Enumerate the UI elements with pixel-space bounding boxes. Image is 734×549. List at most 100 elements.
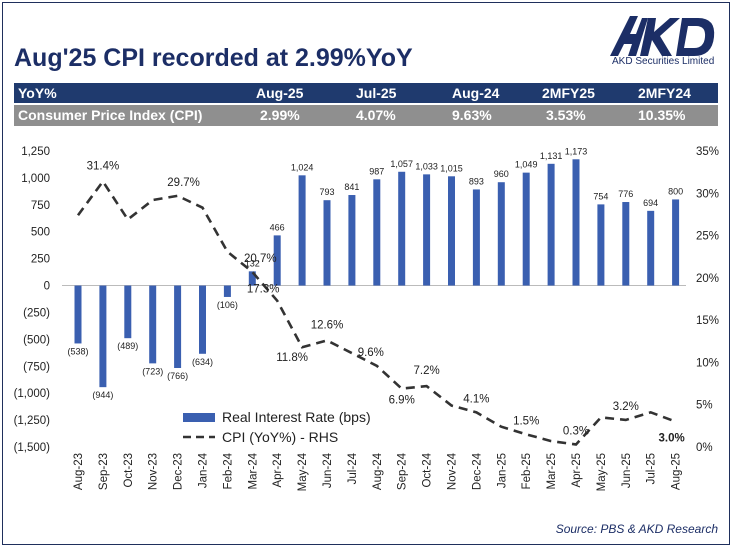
x-category-label: Aug-23 <box>73 453 85 490</box>
y-left-tick-label: (1,500) <box>14 442 51 454</box>
cpi-point-label: 3.0% <box>658 433 684 445</box>
legend-label-real-rate: Real Interest Rate (bps) <box>222 409 371 425</box>
legend-label-cpi: CPI (YoY%) - RHS <box>222 429 338 445</box>
y-right-tick-label: 25% <box>696 231 719 243</box>
bar-data-label: 694 <box>643 198 658 208</box>
table-header-cell: 2MFY24 <box>638 85 691 101</box>
cpi-point-label: 12.6% <box>311 319 344 331</box>
bar-data-label: 893 <box>469 176 484 186</box>
y-left-tick-label: 1,000 <box>21 173 50 185</box>
cpi-point-label: 1.5% <box>513 415 539 427</box>
bar-data-label: 793 <box>319 187 334 197</box>
y-left-tick-label: 250 <box>31 254 50 266</box>
bar-data-label: 1,015 <box>440 163 463 173</box>
real-rate-bar <box>174 285 182 368</box>
table-cell: 9.63% <box>452 107 492 123</box>
x-category-label: Dec-24 <box>471 452 483 490</box>
table-header-row: YoY% Aug-25 Jul-25 Aug-24 2MFY25 2MFY24 <box>14 83 718 103</box>
bar-data-label: (489) <box>117 341 138 351</box>
bar-data-label: 466 <box>270 222 285 232</box>
bar-data-label: 776 <box>618 189 633 199</box>
cpi-real-rate-chart: 1,250 1,000 750 500 250 0 (250) (500) (750) (1,00… <box>14 146 719 491</box>
table-data-row: Consumer Price Index (CPI) 2.99% 4.07% 9… <box>14 105 718 126</box>
cpi-point-label: 17.3% <box>247 284 280 296</box>
x-category-label: Feb-24 <box>222 452 234 489</box>
x-category-label: Sep-23 <box>98 453 110 490</box>
bar-data-label: 1,033 <box>415 161 438 171</box>
table-header-cell: Jul-25 <box>356 85 397 101</box>
bar-data-label: (944) <box>92 390 113 400</box>
real-rate-bar <box>448 176 455 286</box>
cpi-point-label: 31.4% <box>87 160 120 172</box>
cpi-point-label: 3.2% <box>613 401 639 413</box>
x-category-label: Mar-24 <box>247 452 259 489</box>
akd-logo-mark <box>610 16 715 56</box>
logo-subtitle: AKD Securities Limited <box>612 56 715 67</box>
real-rate-bar <box>124 285 132 339</box>
real-rate-bar <box>472 189 480 286</box>
real-rate-bar <box>373 179 381 286</box>
table-header-cell: 2MFY25 <box>542 85 595 101</box>
table-cell: 3.53% <box>546 107 586 123</box>
bar-data-label: 1,131 <box>540 151 563 161</box>
bar-data-label: 960 <box>494 169 509 179</box>
y-left-tick-label: 1,250 <box>21 146 50 158</box>
x-category-label: May-24 <box>297 452 309 491</box>
y-right-tick-label: 10% <box>696 357 719 369</box>
x-category-label: Jan-24 <box>198 452 210 488</box>
bar-data-label: 1,049 <box>515 160 538 170</box>
table-cell: 10.35% <box>638 107 686 123</box>
real-rate-bar <box>273 235 281 286</box>
real-rate-bar <box>74 285 82 344</box>
cpi-point-label: 29.7% <box>167 177 200 189</box>
table-cell: 4.07% <box>356 107 396 123</box>
y-right-tick-label: 30% <box>696 188 719 200</box>
real-rate-bar <box>423 174 431 286</box>
bar-data-label: 1,173 <box>565 146 588 156</box>
real-rate-bar <box>597 204 605 286</box>
real-rate-bar <box>99 285 107 388</box>
cpi-point-label: 6.9% <box>389 395 415 407</box>
x-category-label: Oct-23 <box>123 453 135 488</box>
cpi-point-label: 4.1% <box>463 393 489 405</box>
bar-data-label: (634) <box>192 357 213 367</box>
real-rate-bar <box>323 200 331 286</box>
x-category-label: Apr-25 <box>571 453 583 488</box>
y-left-tick-label: 750 <box>31 200 50 212</box>
source-note: Source: PBS & AKD Research <box>555 522 718 536</box>
table-header-cell: YoY% <box>18 85 57 101</box>
real-rate-bar <box>622 202 630 286</box>
real-rate-bar <box>497 182 505 286</box>
real-rate-bar <box>647 210 655 286</box>
y-left-tick-label: (500) <box>23 334 50 346</box>
x-category-label: Apr-24 <box>272 452 284 487</box>
y-right-tick-label: 5% <box>696 400 713 412</box>
real-rate-bar <box>348 195 356 286</box>
bar-data-label: 1,024 <box>291 162 314 172</box>
y-left-tick-label: (1,250) <box>14 415 51 427</box>
real-rate-bar <box>547 163 555 286</box>
real-rate-bar <box>672 199 680 286</box>
y-left-tick-label: (250) <box>23 307 50 319</box>
x-category-label: Nov-23 <box>148 453 160 490</box>
real-rate-bar <box>398 171 406 286</box>
x-category-label: Jan-25 <box>496 453 508 488</box>
x-category-label: Jul-25 <box>646 453 658 484</box>
cpi-line <box>76 179 677 446</box>
cpi-point-label: 9.6% <box>358 347 384 359</box>
bar-data-label: (766) <box>167 371 188 381</box>
akd-logo <box>608 12 720 72</box>
y-left-tick-label: 500 <box>31 227 50 239</box>
x-category-label: Jul-24 <box>347 452 359 484</box>
x-category-label: Jun-24 <box>322 452 334 488</box>
bar-data-label: 987 <box>369 166 384 176</box>
x-category-label: Aug-24 <box>372 452 384 490</box>
y-left-tick-label: 0 <box>44 281 50 293</box>
table-row-label: Consumer Price Index (CPI) <box>18 107 203 123</box>
bar-data-label: 1,057 <box>390 159 413 169</box>
table-cell: 2.99% <box>260 107 300 123</box>
x-category-label: Mar-25 <box>546 453 558 489</box>
y-right-tick-label: 35% <box>696 146 719 158</box>
y-left-tick-label: (1,000) <box>14 388 51 400</box>
bar-data-label: 841 <box>344 182 359 192</box>
